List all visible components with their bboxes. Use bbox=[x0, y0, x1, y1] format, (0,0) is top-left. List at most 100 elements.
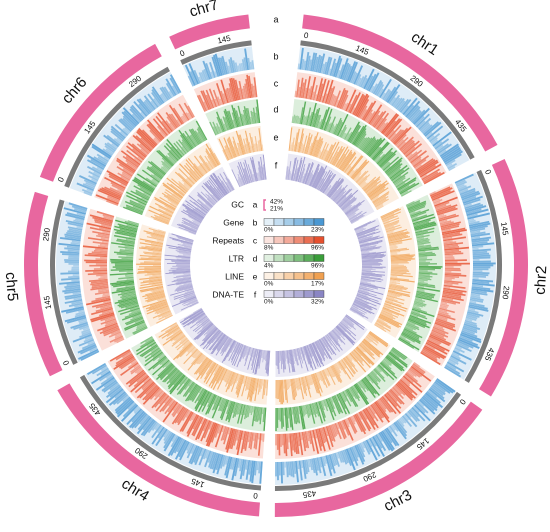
track-bar-b bbox=[179, 441, 190, 461]
track-bar-e bbox=[379, 313, 403, 326]
track-bar-e bbox=[387, 292, 400, 298]
track-bar-d bbox=[418, 268, 436, 271]
track-bar-f bbox=[211, 331, 222, 344]
track-bar-d bbox=[394, 180, 404, 187]
track-bar-c bbox=[116, 166, 133, 177]
track-bar-b bbox=[426, 125, 444, 140]
track-bar-c bbox=[444, 280, 463, 284]
track-bar-f bbox=[317, 339, 325, 351]
track-bar-b bbox=[411, 406, 426, 422]
track-bar-c bbox=[426, 340, 445, 352]
track-bar-b bbox=[423, 121, 440, 136]
track-bar-b bbox=[394, 421, 408, 437]
track-bar-d bbox=[305, 404, 310, 418]
track-bar-f bbox=[244, 346, 251, 361]
track-bar-e bbox=[148, 209, 171, 220]
track-bar-d bbox=[279, 407, 282, 422]
track-bar-d bbox=[182, 132, 195, 149]
track-bar-f bbox=[336, 325, 354, 344]
track-bar-d bbox=[355, 131, 367, 147]
track-bar-c bbox=[108, 173, 128, 185]
track-bar-c bbox=[436, 315, 448, 320]
track-bar-f bbox=[310, 343, 316, 353]
track-bar-d bbox=[409, 211, 416, 215]
track-bar-d bbox=[150, 161, 167, 175]
track-bar-f bbox=[210, 194, 219, 202]
track-bar-b bbox=[116, 137, 123, 143]
track-bar-c bbox=[253, 432, 257, 449]
track-bar-b bbox=[296, 460, 300, 470]
track-bar-c bbox=[159, 397, 172, 413]
track-bar-d bbox=[183, 377, 189, 385]
track-bar-e bbox=[282, 379, 285, 389]
track-bar-d bbox=[324, 399, 329, 408]
track-bar-f bbox=[243, 168, 249, 184]
track-bar-e bbox=[359, 343, 373, 357]
track-bar-d bbox=[155, 363, 174, 381]
track-bar-f bbox=[335, 188, 351, 204]
track-bar-b bbox=[62, 288, 81, 293]
tick-label: 0 bbox=[56, 175, 66, 183]
legend-swatch-b bbox=[293, 218, 305, 226]
track-bar-f bbox=[350, 211, 367, 222]
track-bar-c bbox=[130, 364, 141, 373]
track-bar-c bbox=[228, 83, 235, 102]
track-bar-b bbox=[339, 451, 345, 463]
track-bar-f bbox=[192, 311, 205, 320]
track-bar-c bbox=[253, 77, 258, 98]
track-bar-f bbox=[185, 207, 204, 220]
track-bar-b bbox=[105, 388, 124, 404]
track-bar-c bbox=[397, 381, 416, 399]
track-bar-e bbox=[242, 375, 246, 385]
track-bar-f bbox=[237, 165, 246, 185]
track-bar-d bbox=[410, 313, 419, 318]
track-bar-b bbox=[151, 86, 165, 104]
track-bar-e bbox=[385, 226, 402, 233]
track-bar-c bbox=[348, 94, 358, 113]
track-bar-b bbox=[138, 103, 149, 116]
track-bar-e bbox=[385, 298, 405, 305]
track-bar-c bbox=[350, 107, 356, 115]
track-bar-c bbox=[94, 220, 112, 227]
track-bar-d bbox=[350, 131, 360, 144]
track-bar-e bbox=[291, 378, 296, 400]
track-bar-b bbox=[295, 460, 300, 483]
legend-swatch-e bbox=[313, 272, 325, 280]
track-bar-e bbox=[154, 196, 176, 210]
track-bar-f bbox=[334, 191, 345, 203]
track-bar-b bbox=[186, 442, 193, 454]
track-bar-e bbox=[389, 283, 404, 288]
track-bar-b bbox=[209, 62, 216, 78]
track-bar-e bbox=[146, 296, 166, 303]
track-bar-c bbox=[392, 127, 409, 144]
track-bar-d bbox=[134, 318, 144, 324]
track-bar-b bbox=[308, 59, 313, 71]
track-bar-c bbox=[111, 184, 125, 192]
track-bar-b bbox=[433, 382, 446, 393]
track-bar-c bbox=[225, 89, 231, 103]
track-bar-e bbox=[320, 370, 326, 380]
track-bar-e bbox=[146, 303, 168, 312]
track-bar-e bbox=[276, 379, 278, 399]
legend-swatch-d bbox=[273, 254, 285, 262]
track-bar-c bbox=[126, 145, 145, 161]
track-bar-d bbox=[252, 111, 256, 124]
track-bar-e bbox=[311, 373, 320, 394]
track-bar-c bbox=[404, 373, 422, 388]
track-bar-e bbox=[292, 378, 297, 398]
track-bar-c bbox=[131, 143, 148, 157]
track-bar-d bbox=[116, 239, 135, 244]
track-bar-c bbox=[435, 319, 456, 328]
track-bar-d bbox=[318, 401, 326, 422]
tick-label: 0 bbox=[61, 358, 71, 366]
track-bar-f bbox=[228, 341, 239, 362]
track-bar-d bbox=[278, 407, 280, 420]
track-bar-f bbox=[225, 177, 234, 191]
track-bar-e bbox=[180, 336, 187, 342]
track-bar-d bbox=[173, 142, 185, 156]
track-bar-c bbox=[286, 433, 289, 450]
track-bar-f bbox=[361, 262, 381, 264]
track-bar-f bbox=[316, 340, 326, 356]
track-bar-e bbox=[158, 208, 173, 217]
track-bar-d bbox=[416, 239, 430, 243]
